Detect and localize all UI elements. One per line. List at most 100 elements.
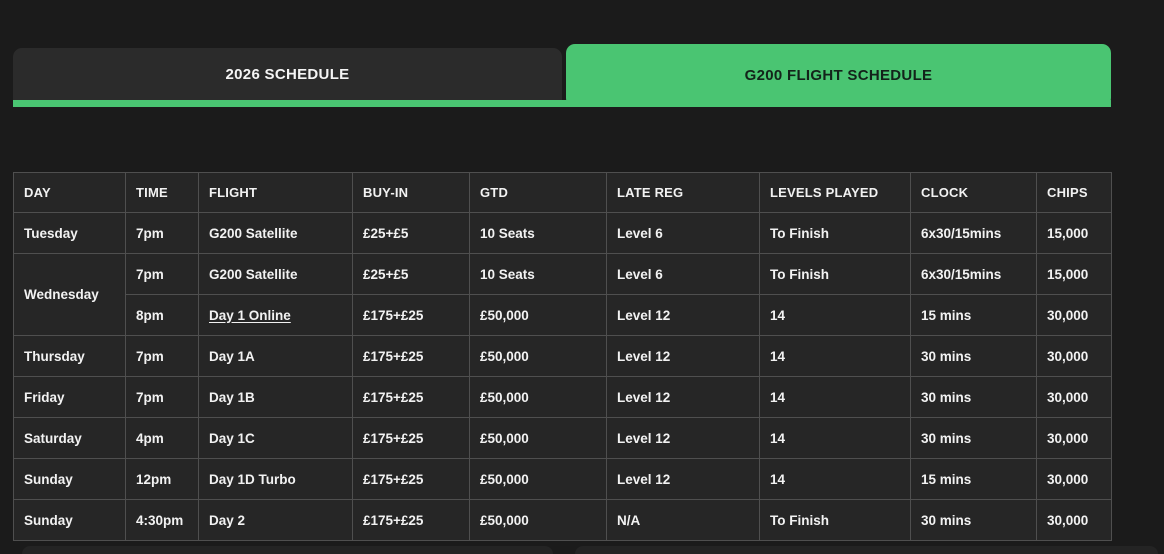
cell-levels-played: To Finish <box>759 253 911 295</box>
cell-buy-in: £175+£25 <box>352 294 470 336</box>
table-row: Thursday 7pm Day 1A £175+£25 £50,000 Lev… <box>13 335 1112 377</box>
cell-late-reg: Level 6 <box>606 212 760 254</box>
cell-time: 7pm <box>125 253 199 295</box>
cell-late-reg: Level 12 <box>606 458 760 500</box>
cell-day: Sunday <box>13 499 126 541</box>
cell-levels-played: 14 <box>759 335 911 377</box>
cell-time: 4:30pm <box>125 499 199 541</box>
cell-buy-in: £25+£5 <box>352 253 470 295</box>
cell-chips: 30,000 <box>1036 376 1112 418</box>
cell-clock: 30 mins <box>910 499 1037 541</box>
cell-clock: 6x30/15mins <box>910 212 1037 254</box>
tab-active-underline <box>13 100 1111 107</box>
cell-flight: Day 1B <box>198 376 353 418</box>
cell-time: 12pm <box>125 458 199 500</box>
table-row: 8pm Day 1 Online £175+£25 £50,000 Level … <box>14 294 1112 336</box>
cell-gtd: 10 Seats <box>469 212 607 254</box>
cell-time: 7pm <box>125 212 199 254</box>
cell-late-reg: Level 12 <box>606 417 760 459</box>
below-fold-card-right <box>575 546 1158 554</box>
cell-day: Tuesday <box>13 212 126 254</box>
table-row: Friday 7pm Day 1B £175+£25 £50,000 Level… <box>13 376 1112 418</box>
cell-levels-played: 14 <box>759 376 911 418</box>
cell-flight: G200 Satellite <box>198 253 353 295</box>
cell-flight: G200 Satellite <box>198 212 353 254</box>
cell-chips: 30,000 <box>1036 499 1112 541</box>
cell-levels-played: To Finish <box>759 212 911 254</box>
cell-levels-played: 14 <box>759 294 911 336</box>
cell-flight: Day 1 Online <box>198 294 353 336</box>
cell-flight: Day 1A <box>198 335 353 377</box>
cell-day: Wednesday <box>13 253 126 336</box>
cell-day: Saturday <box>13 417 126 459</box>
cell-buy-in: £25+£5 <box>352 212 470 254</box>
header-time: TIME <box>125 172 199 213</box>
header-late-reg: LATE REG <box>606 172 760 213</box>
header-gtd: GTD <box>469 172 607 213</box>
cell-levels-played: 14 <box>759 458 911 500</box>
cell-levels-played: To Finish <box>759 499 911 541</box>
table-row: Sunday 4:30pm Day 2 £175+£25 £50,000 N/A… <box>13 499 1112 541</box>
cell-gtd: £50,000 <box>469 376 607 418</box>
cell-chips: 30,000 <box>1036 294 1112 336</box>
cell-clock: 15 mins <box>910 458 1037 500</box>
cell-time: 8pm <box>125 294 199 336</box>
table-row: Sunday 12pm Day 1D Turbo £175+£25 £50,00… <box>13 458 1112 500</box>
cell-clock: 15 mins <box>910 294 1037 336</box>
tab-2026-schedule-label: 2026 SCHEDULE <box>225 65 350 83</box>
cell-gtd: £50,000 <box>469 335 607 377</box>
cell-clock: 30 mins <box>910 376 1037 418</box>
table-row: Tuesday 7pm G200 Satellite £25+£5 10 Sea… <box>13 212 1112 254</box>
cell-late-reg: N/A <box>606 499 760 541</box>
cell-gtd: £50,000 <box>469 458 607 500</box>
cell-chips: 30,000 <box>1036 335 1112 377</box>
cell-gtd: £50,000 <box>469 417 607 459</box>
cell-day: Sunday <box>13 458 126 500</box>
tab-g200-flight-schedule[interactable]: G200 FLIGHT SCHEDULE <box>566 44 1111 107</box>
cell-chips: 30,000 <box>1036 417 1112 459</box>
header-flight: FLIGHT <box>198 172 353 213</box>
cell-chips: 15,000 <box>1036 253 1112 295</box>
table-row: Saturday 4pm Day 1C £175+£25 £50,000 Lev… <box>13 417 1112 459</box>
tab-2026-schedule[interactable]: 2026 SCHEDULE <box>13 48 562 100</box>
cell-time: 4pm <box>125 417 199 459</box>
cell-late-reg: Level 12 <box>606 376 760 418</box>
cell-day: Friday <box>13 376 126 418</box>
cell-buy-in: £175+£25 <box>352 335 470 377</box>
cell-chips: 15,000 <box>1036 212 1112 254</box>
cell-gtd: 10 Seats <box>469 253 607 295</box>
cell-late-reg: Level 6 <box>606 253 760 295</box>
flight-schedule-table: DAY TIME FLIGHT BUY-IN GTD LATE REG LEVE… <box>13 172 1112 541</box>
cell-flight: Day 1C <box>198 417 353 459</box>
table-header-row: DAY TIME FLIGHT BUY-IN GTD LATE REG LEVE… <box>13 172 1112 213</box>
cell-levels-played: 14 <box>759 417 911 459</box>
tab-g200-flight-schedule-label: G200 FLIGHT SCHEDULE <box>744 67 933 84</box>
cell-chips: 30,000 <box>1036 458 1112 500</box>
cell-flight: Day 1D Turbo <box>198 458 353 500</box>
header-buy-in: BUY-IN <box>352 172 470 213</box>
cell-gtd: £50,000 <box>469 294 607 336</box>
cell-gtd: £50,000 <box>469 499 607 541</box>
header-chips: CHIPS <box>1036 172 1112 213</box>
header-levels-played: LEVELS PLAYED <box>759 172 911 213</box>
tab-bar: 2026 SCHEDULE G200 FLIGHT SCHEDULE <box>13 44 1111 107</box>
cell-buy-in: £175+£25 <box>352 499 470 541</box>
header-clock: CLOCK <box>910 172 1037 213</box>
cell-flight: Day 2 <box>198 499 353 541</box>
cell-clock: 30 mins <box>910 417 1037 459</box>
day-1-online-link[interactable]: Day 1 Online <box>209 307 291 323</box>
cell-time: 7pm <box>125 376 199 418</box>
cell-buy-in: £175+£25 <box>352 458 470 500</box>
header-day: DAY <box>13 172 126 213</box>
cell-time: 7pm <box>125 335 199 377</box>
cell-buy-in: £175+£25 <box>352 417 470 459</box>
below-fold-card-left <box>22 546 553 554</box>
cell-day: Thursday <box>13 335 126 377</box>
cell-buy-in: £175+£25 <box>352 376 470 418</box>
cell-clock: 30 mins <box>910 335 1037 377</box>
cell-late-reg: Level 12 <box>606 294 760 336</box>
table-row: Wednesday 7pm G200 Satellite £25+£5 10 S… <box>13 253 1112 336</box>
cell-clock: 6x30/15mins <box>910 253 1037 295</box>
cell-late-reg: Level 12 <box>606 335 760 377</box>
